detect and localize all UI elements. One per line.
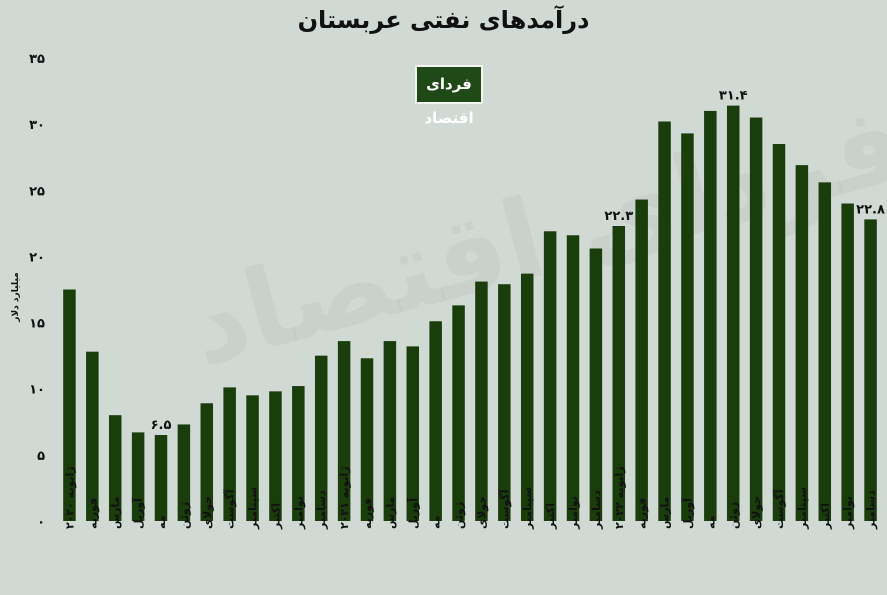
bar [818, 182, 832, 521]
bar [154, 435, 168, 521]
bar [246, 395, 259, 521]
x-tick-label: مه [704, 516, 717, 529]
bar [63, 289, 76, 521]
data-label: ۶.۵ [151, 418, 172, 433]
bar [131, 432, 145, 521]
x-tick-label: دسامبر [865, 490, 878, 530]
x-tick-label: نوامبر [567, 496, 580, 530]
bar [108, 415, 122, 521]
x-tick-label: ژوئن [178, 502, 191, 529]
x-tick-label: اکتبر [819, 503, 832, 530]
x-tick-label: فوریه [636, 498, 649, 529]
bar [498, 284, 511, 521]
bar [314, 355, 328, 521]
x-tick-label: مارس [384, 497, 397, 529]
x-tick-label: مه [155, 516, 168, 529]
y-tick-label: ۳۰ [29, 118, 45, 133]
y-tick-label: ۱۵ [29, 317, 45, 332]
bar [864, 219, 877, 522]
logo: فردای اقتصاد [415, 65, 483, 127]
x-tick-label: دسامبر [315, 490, 328, 530]
x-tick-label: آگوست [223, 489, 237, 529]
x-tick-label: جولای [750, 496, 763, 529]
bar [681, 133, 694, 521]
x-tick-label: فوریه [86, 498, 99, 529]
x-tick-label: آگوست [497, 489, 511, 529]
bar [269, 391, 282, 521]
bar [452, 305, 465, 521]
bar [589, 248, 603, 521]
bar [86, 351, 99, 521]
y-tick-label: ۲۵ [29, 184, 45, 199]
y-tick-label: ۰ [37, 515, 45, 530]
x-tick-label: ژانویه ۲۰۲۰ [63, 466, 76, 529]
bar [795, 165, 809, 521]
bar [429, 321, 442, 521]
x-tick-label: مه [430, 516, 443, 529]
bar [383, 341, 397, 521]
x-tick-label: نوامبر [292, 496, 305, 530]
bar [292, 386, 305, 521]
x-tick-label: جولای [475, 496, 488, 529]
x-tick-label: نوامبر [842, 496, 855, 530]
data-label: ۲۲.۸ [856, 202, 885, 217]
bar [360, 358, 374, 521]
x-tick-label: مارس [659, 497, 672, 529]
data-label: ۲۲.۳ [604, 209, 633, 224]
x-tick-label: سپتامبر [796, 487, 809, 530]
bar [704, 110, 717, 522]
x-tick-label: اکتبر [544, 503, 557, 530]
bar [772, 143, 786, 521]
y-tick-label: ۵ [37, 449, 45, 464]
x-tick-label: سپتامبر [521, 487, 534, 530]
bar [566, 235, 580, 521]
x-tick-label: ژانویه ۲۰۲۲ [613, 466, 626, 529]
bar [406, 346, 420, 521]
bar [726, 105, 740, 521]
chart-title: درآمدهای نفتی عربستان [297, 6, 590, 34]
bar [475, 281, 488, 521]
x-tick-label: آگوست [772, 489, 786, 529]
x-tick-label: آوریل [680, 498, 694, 529]
bar [520, 273, 534, 521]
data-label: ۳۱.۴ [719, 89, 748, 104]
y-tick-label: ۳۵ [29, 52, 45, 67]
x-tick-label: آوریل [131, 498, 145, 529]
bar [337, 341, 351, 521]
x-tick-label: اکتبر [269, 503, 282, 530]
bar [658, 121, 671, 522]
bar [635, 199, 648, 521]
bar [177, 424, 191, 521]
y-tick-label: ۱۰ [29, 383, 45, 398]
y-tick-label: ۲۰ [29, 250, 45, 265]
x-tick-label: آوریل [406, 498, 420, 529]
x-tick-label: سپتامبر [247, 487, 260, 530]
x-tick-label: دسامبر [590, 490, 603, 530]
bar [223, 387, 236, 521]
bar [841, 203, 854, 521]
bar [200, 403, 214, 521]
x-tick-label: فوریه [361, 498, 374, 529]
bar [612, 226, 626, 521]
x-tick-label: ژوئن [727, 502, 740, 529]
bar [749, 117, 763, 522]
x-tick-label: ژانویه ۲۰۲۱ [338, 466, 351, 529]
x-tick-label: جولای [201, 496, 214, 529]
bar [543, 231, 557, 521]
x-tick-label: ژوئن [453, 502, 466, 529]
x-tick-label: مارس [109, 497, 122, 529]
